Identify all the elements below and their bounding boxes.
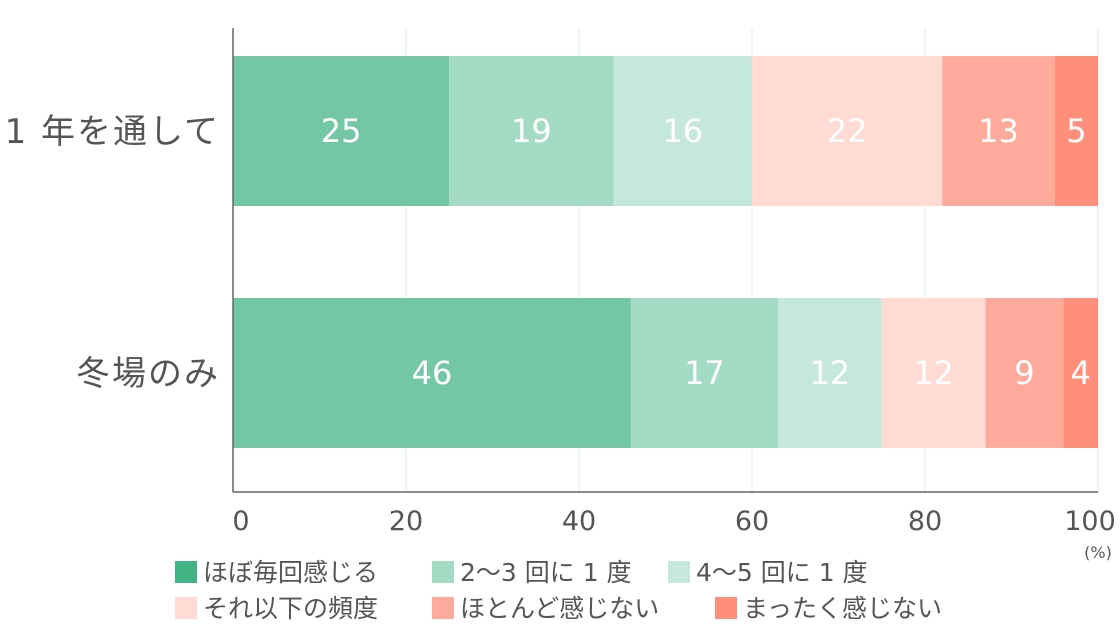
- legend-item: ほとんど感じない: [432, 594, 659, 623]
- segment-value-label: 9: [1014, 354, 1034, 392]
- legend-swatch: [175, 561, 197, 583]
- segment-value-label: 17: [684, 354, 725, 392]
- bar-segment: [777, 298, 882, 448]
- segment-value-label: 5: [1066, 112, 1086, 150]
- legend-item: それ以下の頻度: [175, 594, 378, 623]
- bar-segment: [630, 298, 778, 448]
- legend-label: 2〜3 回に 1 度: [460, 558, 632, 587]
- bar-segment: [985, 298, 1064, 448]
- bar-segment: [942, 56, 1055, 206]
- category-label: 1 年を通して: [5, 112, 220, 152]
- x-unit-label: (%): [1084, 543, 1112, 562]
- legend-label: 4〜5 回に 1 度: [696, 558, 868, 587]
- segment-value-label: 46: [412, 354, 453, 392]
- bar-segment: [1063, 298, 1098, 448]
- legend-swatch: [432, 597, 454, 619]
- x-tick-label: 60: [735, 506, 769, 537]
- legend-label: それ以下の頻度: [203, 594, 378, 623]
- bar-segment: [449, 56, 614, 206]
- bar-segment: [233, 56, 450, 206]
- x-tick-label: 40: [562, 506, 596, 537]
- legend-swatch: [715, 597, 737, 619]
- category-label: 冬場のみ: [76, 354, 220, 394]
- axes: [232, 28, 1098, 493]
- bar-segment: [613, 56, 752, 206]
- segment-value-label: 12: [913, 354, 954, 392]
- bar-segment: [881, 298, 986, 448]
- segment-value-label: 12: [809, 354, 850, 392]
- legend-swatch: [432, 561, 454, 583]
- legend-label: まったく感じない: [743, 594, 942, 623]
- bar-segments: [233, 56, 1098, 448]
- segment-value-label: 25: [321, 112, 362, 150]
- x-tick-label: 100: [1064, 506, 1116, 537]
- legend-item: 4〜5 回に 1 度: [668, 558, 868, 587]
- x-tick-label: 0: [232, 506, 249, 537]
- bar-segment: [1054, 56, 1098, 206]
- bar-segment: [233, 298, 631, 448]
- segment-value-label: 22: [827, 112, 868, 150]
- legend-label: ほとんど感じない: [460, 594, 659, 623]
- bar-segment: [752, 56, 943, 206]
- legend-item: まったく感じない: [715, 594, 942, 623]
- legend-label: ほぼ毎回感じる: [203, 558, 378, 587]
- segment-value-labels: 25 19 16 22 13 5 46 17 12 12 9 4: [321, 112, 1091, 392]
- segment-value-label: 13: [978, 112, 1019, 150]
- legend-swatch: [175, 597, 197, 619]
- legend-item: 2〜3 回に 1 度: [432, 558, 632, 587]
- segment-value-label: 4: [1071, 354, 1091, 392]
- segment-value-label: 19: [511, 112, 552, 150]
- x-tick-labels: 0 20 40 60 80 100: [232, 506, 1115, 537]
- x-tick-label: 80: [908, 506, 942, 537]
- legend-swatch: [668, 561, 690, 583]
- x-tick-label: 20: [389, 506, 423, 537]
- segment-value-label: 16: [662, 112, 703, 150]
- legend-item: ほぼ毎回感じる: [175, 558, 378, 587]
